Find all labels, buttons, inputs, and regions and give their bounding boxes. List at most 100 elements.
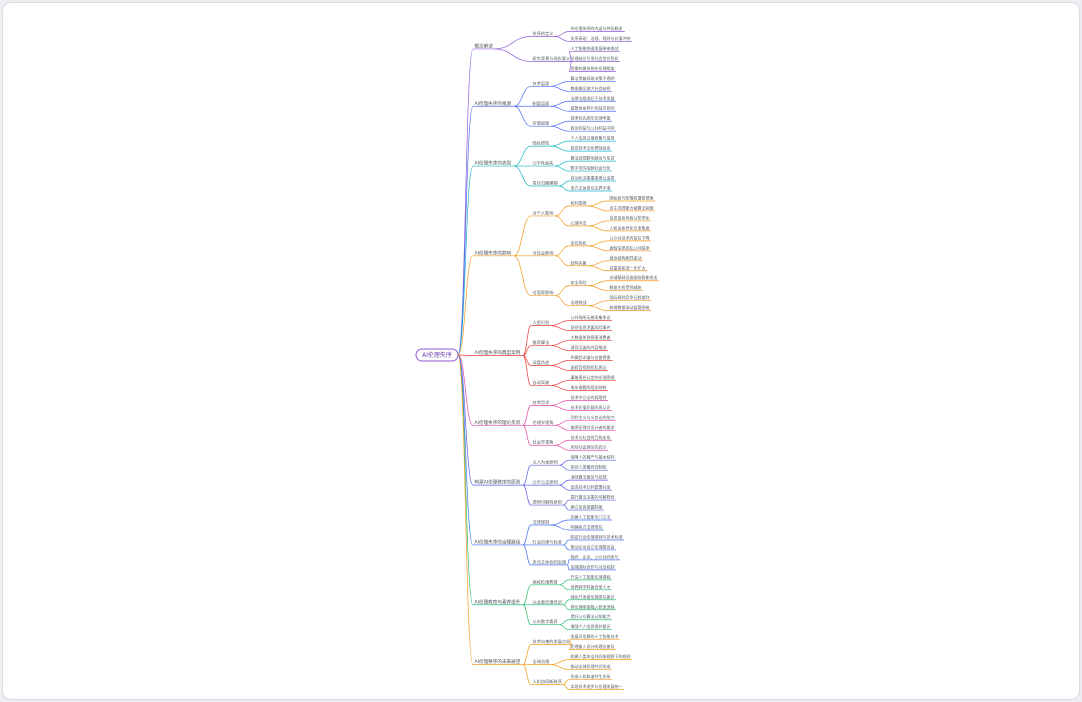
leaf-node[interactable]: 信息茧房导致认知窄化 xyxy=(610,214,650,220)
leaf-node[interactable]: 自主选择能力被算法削弱 xyxy=(610,204,654,210)
leaf-node[interactable]: 技术与社会的互构关系 xyxy=(571,434,611,440)
leaf-node[interactable]: 推动企业设立伦理委员会 xyxy=(571,543,615,549)
branch-node[interactable]: AI伦理教育与素养提升 xyxy=(475,598,521,605)
branch-node[interactable]: AI伦理失序的影响 xyxy=(475,249,512,256)
leaf-node[interactable]: 失序表现：治理、规则与价值冲突 xyxy=(571,35,631,41)
sub-branch-node[interactable]: 技术向善的发展方向 xyxy=(533,638,571,645)
sub-branch-node[interactable]: 公平性缺失 xyxy=(533,160,555,167)
sub-branch-node[interactable]: 治理挑战 xyxy=(571,299,587,305)
sub-branch-node[interactable]: 结构失衡 xyxy=(571,259,587,265)
sub-branch-node[interactable]: 从业者伦理培训 xyxy=(533,598,562,605)
sub-branch-node[interactable]: 价值层面 xyxy=(533,120,550,127)
leaf-node[interactable]: 公众对技术的信任下降 xyxy=(610,234,650,240)
sub-branch-node[interactable]: 深度伪造 xyxy=(533,359,551,366)
leaf-node[interactable]: 数据主权受到威胁 xyxy=(610,284,642,290)
leaf-node[interactable]: 制定行业伦理准则与技术标准 xyxy=(571,533,623,539)
leaf-node[interactable]: 加强国际合作与对话机制 xyxy=(571,563,615,569)
leaf-node[interactable]: 算法黑箱导致决策不透明 xyxy=(571,75,615,81)
leaf-node[interactable]: 保障人的尊严与基本权利 xyxy=(571,454,615,460)
leaf-node[interactable]: 提升算法决策的可解释性 xyxy=(571,494,615,500)
mindmap-diagram[interactable]: AI伦理失序 概念解读 失序的定义 AI伦理失序的内涵与特征概述失序表现：治理、规则与… xyxy=(3,3,1079,699)
branch-node[interactable]: AI伦理失序的理论反思 xyxy=(475,419,521,426)
sub-branch-node[interactable]: 制度层面 xyxy=(533,100,550,107)
sub-branch-node[interactable]: 隐私侵犯 xyxy=(533,140,551,147)
leaf-node[interactable]: 完善人工智能专门立法 xyxy=(571,514,611,520)
leaf-node[interactable]: 开设人工智能伦理课程 xyxy=(571,573,611,579)
leaf-node[interactable]: 关键基础设施面临智能攻击 xyxy=(610,274,658,280)
sub-branch-node[interactable]: 对国家影响 xyxy=(533,289,554,296)
leaf-node[interactable]: 就业结构剧烈变动 xyxy=(610,254,642,260)
leaf-node[interactable]: 法律法规滞后于技术发展 xyxy=(571,95,615,101)
leaf-node[interactable]: 算法歧视影响就业与信贷 xyxy=(571,155,615,161)
leaf-node[interactable]: 自动化决策事故难以追责 xyxy=(571,175,615,181)
sub-branch-node[interactable]: 技术哲学 xyxy=(533,399,550,406)
leaf-node[interactable]: 将伦理审查融入研发流程 xyxy=(571,603,615,609)
leaf-node[interactable]: 数据偏见放大社会歧视 xyxy=(571,85,611,91)
sub-branch-node[interactable]: 人机协同新秩序 xyxy=(533,678,562,685)
branch-node[interactable]: 概念解读 xyxy=(475,42,494,49)
sub-branch-node[interactable]: 人脸识别 xyxy=(533,319,550,326)
leaf-node[interactable]: 建立信息披露制度 xyxy=(571,504,603,510)
sub-branch-node[interactable]: 高校伦理教育 xyxy=(533,578,558,585)
leaf-node[interactable]: 诱导沉迷的内容推送 xyxy=(571,344,607,350)
leaf-node[interactable]: 培养跨学科复合型人才 xyxy=(571,583,611,589)
leaf-node[interactable]: 发展可信赖的人工智能技术 xyxy=(571,633,619,639)
sub-branch-node[interactable]: 技术层面 xyxy=(533,80,550,87)
sub-branch-node[interactable]: 失序的定义 xyxy=(533,30,555,37)
sub-branch-node[interactable]: 权利受损 xyxy=(571,199,587,205)
leaf-node[interactable]: 构建人类命运共同体视野下的规则 xyxy=(571,653,631,659)
leaf-node[interactable]: 国际规则竞争日趋激烈 xyxy=(610,294,650,300)
leaf-node[interactable]: 坚持人类最终控制权 xyxy=(571,464,607,470)
sub-branch-node[interactable]: 自动驾驶 xyxy=(533,379,551,386)
leaf-node[interactable]: 政府、企业、公众共同参与 xyxy=(571,553,619,559)
sub-branch-node[interactable]: 以人为本原则 xyxy=(533,459,558,466)
sub-branch-node[interactable]: 法律规制 xyxy=(533,519,550,526)
sub-branch-node[interactable]: 公众数字素养 xyxy=(533,618,559,625)
leaf-node[interactable]: 技术中立论的局限性 xyxy=(571,394,607,400)
leaf-node[interactable]: AI换脸诈骗与名誉侵害 xyxy=(571,354,611,360)
leaf-node[interactable]: 技术价值负载的再认识 xyxy=(571,404,611,410)
sub-branch-node[interactable]: 推荐算法 xyxy=(533,339,550,346)
leaf-node[interactable]: 个人信息过度收集与滥用 xyxy=(571,135,615,141)
leaf-node[interactable]: 亟需构建系统化伦理框架 xyxy=(571,65,615,71)
leaf-node[interactable]: 消除算法偏见与歧视 xyxy=(571,474,607,480)
leaf-node[interactable]: 商业利益与公共利益冲突 xyxy=(571,125,615,131)
leaf-node[interactable]: AI伦理失序的内涵与特征概述 xyxy=(571,25,623,31)
leaf-node[interactable]: 增强个人信息保护意识 xyxy=(571,623,611,629)
sub-branch-node[interactable]: 研究背景与现实意义 xyxy=(533,55,572,62)
leaf-node[interactable]: 风险社会理论的启示 xyxy=(571,444,607,450)
leaf-node[interactable]: 大数据杀熟损害消费者 xyxy=(571,334,611,340)
leaf-node[interactable]: 美德伦理对设计者的要求 xyxy=(571,424,615,430)
leaf-node[interactable]: 效率优先挤压伦理考量 xyxy=(571,115,611,121)
sub-branch-node[interactable]: 行业自律与标准 xyxy=(533,538,562,545)
branch-node[interactable]: AI伦理秩序的未来展望 xyxy=(475,658,521,665)
sub-branch-node[interactable]: 多元主体协同治理 xyxy=(533,558,567,565)
leaf-node[interactable]: 实现技术进步与伦理发展统一 xyxy=(571,683,623,689)
leaf-node[interactable]: 贫富差距进一步扩大 xyxy=(610,264,646,270)
leaf-node[interactable]: 身份信息泄露风险事件 xyxy=(571,324,611,330)
leaf-node[interactable]: 推动全球伦理共识形成 xyxy=(571,663,611,669)
sub-branch-node[interactable]: 伦理学视角 xyxy=(533,419,554,426)
branch-node[interactable]: AI伦理失序的典型案例 xyxy=(475,349,521,356)
leaf-node[interactable]: 提升公众算法认知能力 xyxy=(571,613,611,619)
sub-branch-node[interactable]: 对个人影响 xyxy=(533,209,554,216)
leaf-node[interactable]: 数字鸿沟加剧社会分化 xyxy=(571,165,611,171)
sub-branch-node[interactable]: 心理冲击 xyxy=(571,219,587,225)
sub-branch-node[interactable]: 全球治理 xyxy=(533,658,551,665)
branch-node[interactable]: AI伦理失序的治理路径 xyxy=(475,538,521,545)
branch-node[interactable]: AI伦理失序的表现 xyxy=(475,160,512,167)
leaf-node[interactable]: 促进技术红利普惠共享 xyxy=(571,484,611,490)
leaf-node[interactable]: 形成人机和谐共生关系 xyxy=(571,673,611,679)
sub-branch-node[interactable]: 公平公正原则 xyxy=(533,479,558,486)
sub-branch-node[interactable]: 社会学视角 xyxy=(533,439,554,446)
leaf-node[interactable]: 电车难题的现实映射 xyxy=(571,384,607,390)
sub-branch-node[interactable]: 安全风险 xyxy=(571,279,587,285)
leaf-node[interactable]: 人机关系异化引发焦虑 xyxy=(610,224,650,230)
leaf-node[interactable]: 功利主义与义务论的张力 xyxy=(571,414,615,420)
leaf-node[interactable]: 多方主体责任边界不清 xyxy=(571,185,611,191)
leaf-node[interactable]: 监管体系碎片化缺乏协同 xyxy=(571,105,615,111)
sub-branch-node[interactable]: 透明可解释原则 xyxy=(533,499,562,506)
sub-branch-node[interactable]: 责任归属模糊 xyxy=(533,180,558,187)
leaf-node[interactable]: 人工智能快速发展带来挑战 xyxy=(571,45,619,51)
